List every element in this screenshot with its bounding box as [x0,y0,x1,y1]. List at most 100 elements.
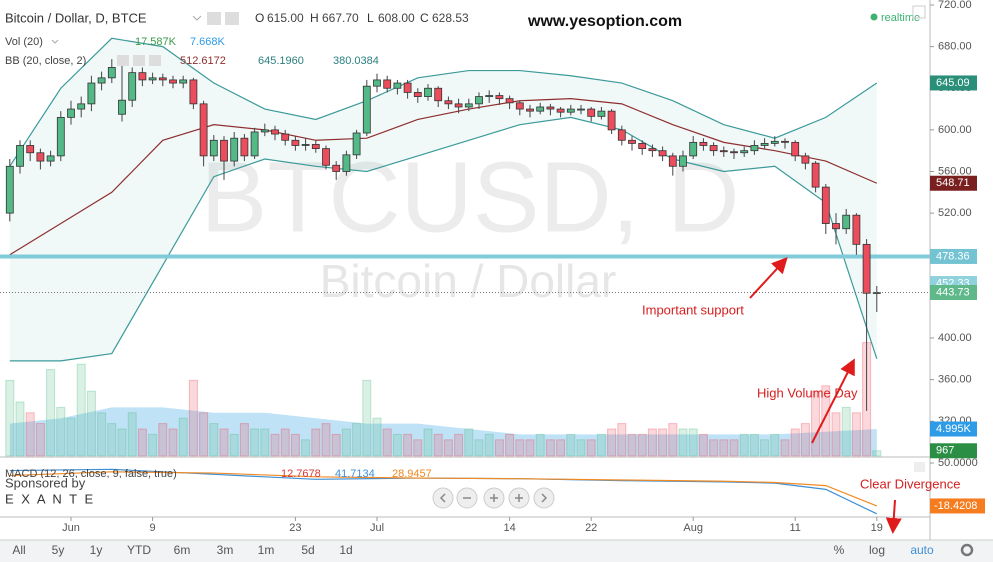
candle-body [781,140,789,143]
range-button[interactable]: 6m [174,543,191,557]
candle-body [577,108,585,111]
candle-body [811,162,820,188]
price-tag [930,175,977,191]
candle-body [67,108,75,118]
price-tag-label: 645.09 [936,77,970,89]
settings-gear[interactable] [960,543,974,557]
candle-body [597,110,606,117]
sponsor-box[interactable] [0,478,135,510]
volume-bar [464,428,474,457]
volume-bar [178,417,188,457]
volume-bar [851,412,861,457]
candle-body [220,139,228,162]
ohlc-value: 667.70 [322,11,359,25]
range-button[interactable]: 5d [301,543,314,557]
candle-body [556,108,565,113]
candle-body [46,155,55,162]
volume-bar [25,412,35,457]
sponsor-brand[interactable]: E X A N T E [5,491,95,506]
volume-bar [137,428,147,457]
axis-layer: 720.00680.00640.00600.00560.00520.00480.… [62,0,985,534]
range-button[interactable]: 1y [90,543,103,557]
range-button[interactable]: 5y [52,543,65,557]
scroll-up-icon[interactable] [914,462,925,472]
settings-icon[interactable] [117,55,129,66]
nav-icons [439,493,548,503]
candle-body [240,137,249,157]
candle-body [169,79,177,84]
candle-body [5,165,14,214]
candle-body [832,223,840,230]
toolbar [0,540,993,562]
candle-body [291,139,300,146]
dropdown-icon[interactable] [51,39,59,44]
y-tick-label: 680.00 [938,41,972,53]
candle-body [413,92,422,97]
candle-body [709,145,718,152]
volume-bar [474,439,484,457]
volume-bar [505,433,515,457]
nav-button[interactable] [432,487,454,509]
annotation: Important support [642,302,744,317]
volume-bar [627,433,637,457]
option-button[interactable]: log [869,543,885,557]
volume-tag-label: 4.995K [936,423,972,435]
volume-bar [392,433,402,457]
volume-bar [311,428,321,457]
range-button[interactable]: All [12,543,25,557]
volume-bar [484,433,494,457]
range-button[interactable]: 1m [258,543,275,557]
volume-bar [117,428,127,457]
x-tick-label: 14 [503,522,515,534]
legend-value: 12.7678 [281,468,321,480]
option-button[interactable]: % [834,543,845,557]
nav-button[interactable] [533,487,555,509]
candle-body [475,96,483,105]
range-button[interactable]: YTD [127,543,151,557]
volume-bar [219,428,229,457]
site-watermark: www.yesoption.com [527,13,682,30]
settings-icon[interactable] [207,12,221,25]
volume-bar [729,439,739,457]
volume-bar [586,439,596,457]
macd-tag-label: -18.4208 [934,500,977,512]
legend-value: 28.9457 [392,468,432,480]
hide-icon[interactable] [225,12,239,25]
volume-ma-area [9,407,877,456]
range-button[interactable]: 3m [217,543,234,557]
legend-bb: BB (20, close, 2) [5,55,86,67]
volume-bar [698,433,708,457]
candle-body [821,186,830,224]
dropdown-icon[interactable] [192,15,202,21]
volume-bar [341,428,351,457]
volume-bar [290,433,300,457]
maximize-icon[interactable] [912,5,926,19]
ohlc-label: C [420,11,429,25]
candle-body [97,77,106,84]
candle-body [740,150,749,154]
volume-bar [607,428,617,457]
volume-bar [637,433,647,457]
candle-body [546,106,555,110]
volume-bar [331,433,341,457]
volume-bar [188,379,198,457]
band-middle [9,98,878,256]
hide-icon[interactable] [133,55,145,66]
signal-line [9,471,878,507]
candle-body [454,103,463,108]
ohlc-value: 628.53 [432,11,469,25]
volume-bar [596,433,606,457]
candle-body [566,108,575,113]
price-tag-label: 443.73 [936,286,970,298]
candle-body [505,98,514,104]
range-button[interactable]: 1d [339,543,352,557]
option-button[interactable]: auto [910,543,934,557]
arrow [885,499,902,534]
candle-body [485,95,494,97]
volume-bar [229,433,239,457]
volume-bar [301,439,311,457]
close-icon[interactable] [149,55,161,66]
candle-body [342,154,351,172]
price-tag-label: 478.36 [936,250,970,262]
volume-bar [688,428,698,457]
